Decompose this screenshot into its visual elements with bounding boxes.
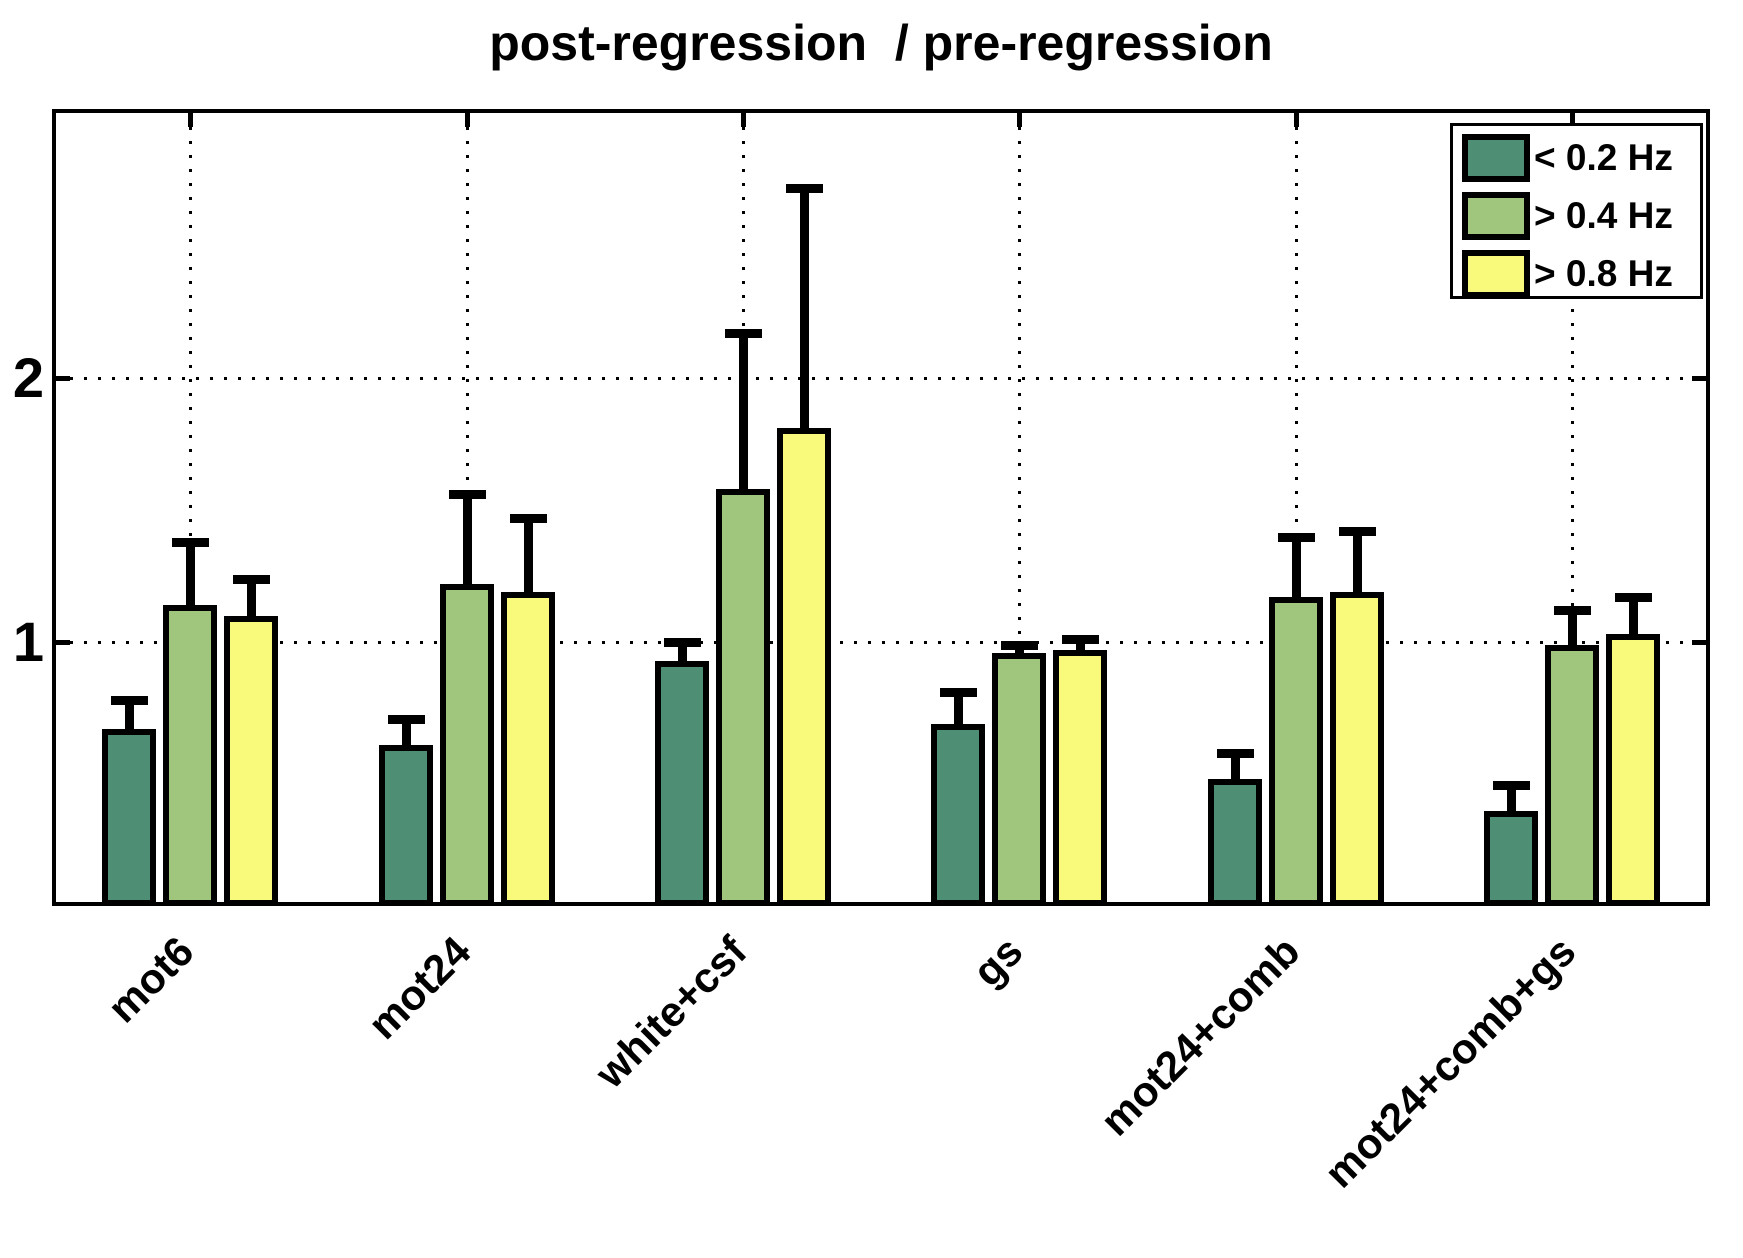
error-bar-cap	[1614, 593, 1652, 603]
error-bar-cap	[1338, 527, 1376, 537]
error-bar-line	[401, 718, 411, 752]
legend-entry: > 0.4 Hz	[1453, 192, 1700, 240]
bar	[1053, 650, 1108, 906]
error-bar-cap	[111, 696, 149, 706]
y-tick-label: 1	[12, 610, 44, 674]
legend: < 0.2 Hz > 0.4 Hz > 0.8 Hz	[1450, 123, 1703, 299]
bar	[1605, 634, 1660, 906]
legend-entry: > 0.8 Hz	[1453, 250, 1700, 298]
error-bar-line	[954, 692, 964, 730]
error-bar-line	[247, 578, 257, 622]
gridline-vertical	[189, 113, 193, 902]
bar	[1483, 810, 1538, 906]
y-tick-left	[52, 640, 70, 646]
error-bar-line	[677, 642, 687, 667]
y-tick-left	[52, 376, 70, 382]
error-bar-cap	[724, 329, 762, 339]
error-bar-line	[1506, 784, 1516, 817]
legend-swatch	[1462, 192, 1530, 240]
gridline-vertical	[1018, 113, 1022, 902]
error-bar-cap	[1062, 635, 1100, 645]
y-tick-right	[1692, 640, 1710, 646]
bar	[715, 489, 770, 906]
error-bar-line	[1628, 597, 1638, 641]
x-category-label: mot24	[358, 927, 480, 1048]
bar	[500, 591, 555, 906]
error-bar-line	[125, 700, 135, 736]
bar	[654, 660, 709, 906]
error-bar-line	[1015, 644, 1025, 659]
error-bar-cap	[663, 638, 701, 648]
bar	[439, 584, 494, 906]
error-bar-cap	[509, 514, 547, 524]
error-bar-cap	[233, 574, 271, 584]
error-bar-line	[1352, 531, 1362, 598]
gridline-horizontal	[56, 377, 1706, 381]
legend-swatch	[1462, 250, 1530, 298]
legend-swatch	[1462, 134, 1530, 182]
error-bar-line	[1291, 536, 1301, 604]
error-bar-cap	[1216, 748, 1254, 758]
bar	[931, 723, 986, 906]
gridline-vertical	[1294, 113, 1298, 902]
bar	[224, 615, 279, 906]
error-bar-line	[1230, 752, 1240, 786]
x-tick-top	[1569, 109, 1575, 127]
legend-label: > 0.4 Hz	[1534, 195, 1673, 236]
error-bar-cap	[1001, 640, 1039, 650]
error-bar-cap	[1553, 606, 1591, 616]
error-bar-line	[462, 494, 472, 591]
bar	[776, 428, 831, 906]
error-bar-cap	[1277, 532, 1315, 542]
x-category-label: gs	[963, 927, 1032, 996]
plot-frame	[52, 109, 1710, 906]
bar	[1544, 644, 1599, 906]
error-bar-cap	[785, 184, 823, 194]
x-tick-top	[740, 109, 746, 127]
chart-title: post-regression / pre-regression	[489, 15, 1273, 71]
x-category-label: white+csf	[585, 927, 756, 1097]
bar	[163, 605, 218, 906]
error-bar-line	[1076, 639, 1086, 656]
y-tick-label: 2	[12, 346, 44, 410]
legend-entry: < 0.2 Hz	[1453, 134, 1700, 182]
gridline-vertical	[1570, 113, 1574, 902]
x-category-label: mot24+comb	[1090, 927, 1309, 1145]
error-bar-cap	[1492, 780, 1530, 790]
error-bar-line	[799, 188, 809, 435]
x-category-label: mot24+comb+gs	[1315, 927, 1585, 1197]
error-bar-line	[186, 541, 196, 612]
bar	[1268, 597, 1323, 906]
error-bar-line	[523, 518, 533, 598]
error-bar-cap	[940, 688, 978, 698]
legend-label: > 0.8 Hz	[1534, 253, 1673, 294]
error-bar-line	[738, 333, 748, 496]
x-tick-top	[188, 109, 194, 127]
bar	[102, 729, 157, 906]
error-bar-cap	[387, 714, 425, 724]
legend-label: < 0.2 Hz	[1534, 137, 1673, 178]
x-tick-top	[1293, 109, 1299, 127]
error-bar-cap	[448, 490, 486, 500]
x-tick-top	[1017, 109, 1023, 127]
error-bar-line	[1567, 610, 1577, 651]
x-tick-top	[464, 109, 470, 127]
bar	[1329, 591, 1384, 906]
y-tick-right	[1692, 376, 1710, 382]
gridline-horizontal	[56, 641, 1706, 645]
error-bar-cap	[172, 537, 210, 547]
